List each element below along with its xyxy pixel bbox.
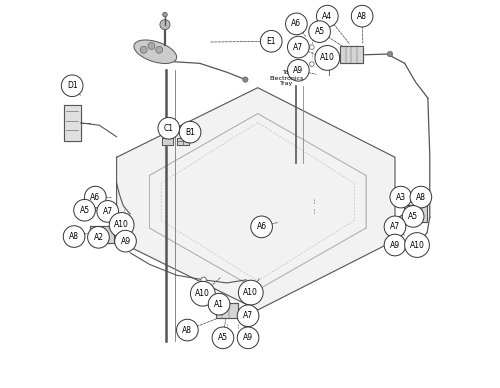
Text: A10: A10 bbox=[410, 241, 424, 249]
Text: A6: A6 bbox=[292, 19, 302, 28]
Text: A10: A10 bbox=[320, 54, 335, 62]
Circle shape bbox=[140, 46, 147, 53]
Polygon shape bbox=[90, 226, 114, 244]
Text: A8: A8 bbox=[416, 192, 426, 202]
Text: A9: A9 bbox=[120, 237, 130, 246]
Text: A6: A6 bbox=[90, 192, 101, 202]
Text: D1: D1 bbox=[67, 81, 78, 90]
Circle shape bbox=[62, 75, 83, 97]
Text: B1: B1 bbox=[185, 128, 195, 137]
Polygon shape bbox=[64, 105, 80, 140]
Circle shape bbox=[288, 59, 309, 81]
Circle shape bbox=[251, 216, 272, 238]
Circle shape bbox=[212, 327, 234, 349]
Text: A2: A2 bbox=[94, 233, 104, 242]
Text: A6: A6 bbox=[256, 222, 266, 231]
Text: A7: A7 bbox=[243, 311, 253, 320]
Text: E1: E1 bbox=[266, 37, 276, 46]
Circle shape bbox=[162, 12, 168, 17]
Text: A5: A5 bbox=[408, 212, 418, 221]
Circle shape bbox=[156, 46, 162, 53]
Text: A9: A9 bbox=[390, 241, 400, 249]
Text: A3: A3 bbox=[396, 192, 406, 202]
Circle shape bbox=[352, 5, 373, 27]
Circle shape bbox=[288, 36, 309, 58]
Ellipse shape bbox=[134, 40, 176, 64]
Text: A7: A7 bbox=[390, 222, 400, 231]
Circle shape bbox=[390, 186, 411, 208]
Text: C1: C1 bbox=[164, 124, 174, 133]
Circle shape bbox=[260, 31, 282, 52]
Circle shape bbox=[110, 213, 134, 237]
Polygon shape bbox=[340, 46, 363, 63]
Text: A5: A5 bbox=[218, 333, 228, 342]
Circle shape bbox=[410, 186, 432, 208]
Text: A8: A8 bbox=[182, 326, 192, 334]
Circle shape bbox=[309, 21, 330, 42]
Circle shape bbox=[310, 62, 314, 66]
Circle shape bbox=[190, 281, 215, 306]
Text: A5: A5 bbox=[314, 27, 324, 36]
Text: A7: A7 bbox=[294, 43, 304, 52]
Circle shape bbox=[148, 42, 155, 49]
Text: A7: A7 bbox=[102, 207, 113, 216]
Polygon shape bbox=[116, 88, 395, 310]
Text: To
Electronics
Tray: To Electronics Tray bbox=[270, 70, 304, 86]
Circle shape bbox=[158, 118, 180, 139]
Circle shape bbox=[404, 233, 429, 257]
Circle shape bbox=[316, 5, 338, 27]
Text: A10: A10 bbox=[114, 220, 129, 229]
Text: A8: A8 bbox=[357, 12, 367, 21]
Circle shape bbox=[208, 293, 230, 315]
Circle shape bbox=[74, 199, 96, 221]
Polygon shape bbox=[404, 205, 427, 222]
Circle shape bbox=[315, 45, 340, 70]
Circle shape bbox=[238, 280, 263, 305]
Circle shape bbox=[310, 45, 314, 49]
Text: A1: A1 bbox=[214, 300, 224, 309]
Circle shape bbox=[384, 234, 406, 256]
Text: A8: A8 bbox=[69, 232, 79, 241]
Text: A10: A10 bbox=[244, 288, 258, 297]
Circle shape bbox=[237, 305, 259, 327]
Circle shape bbox=[176, 319, 198, 341]
Circle shape bbox=[286, 13, 307, 35]
Circle shape bbox=[201, 277, 206, 282]
Polygon shape bbox=[178, 138, 189, 145]
Polygon shape bbox=[216, 303, 238, 319]
Text: A9: A9 bbox=[294, 66, 304, 75]
Text: A9: A9 bbox=[243, 333, 253, 342]
Text: A10: A10 bbox=[196, 289, 210, 298]
Circle shape bbox=[402, 206, 424, 227]
Circle shape bbox=[387, 51, 392, 57]
Circle shape bbox=[64, 226, 85, 248]
Polygon shape bbox=[162, 138, 173, 145]
Circle shape bbox=[111, 205, 116, 210]
Circle shape bbox=[88, 227, 110, 248]
Circle shape bbox=[97, 201, 118, 222]
Circle shape bbox=[160, 20, 170, 30]
Text: A4: A4 bbox=[322, 12, 332, 21]
Circle shape bbox=[114, 230, 136, 252]
Circle shape bbox=[180, 121, 201, 143]
Circle shape bbox=[384, 216, 406, 238]
Circle shape bbox=[84, 186, 106, 208]
Text: A5: A5 bbox=[80, 206, 90, 215]
Circle shape bbox=[237, 327, 259, 349]
Circle shape bbox=[242, 77, 248, 82]
